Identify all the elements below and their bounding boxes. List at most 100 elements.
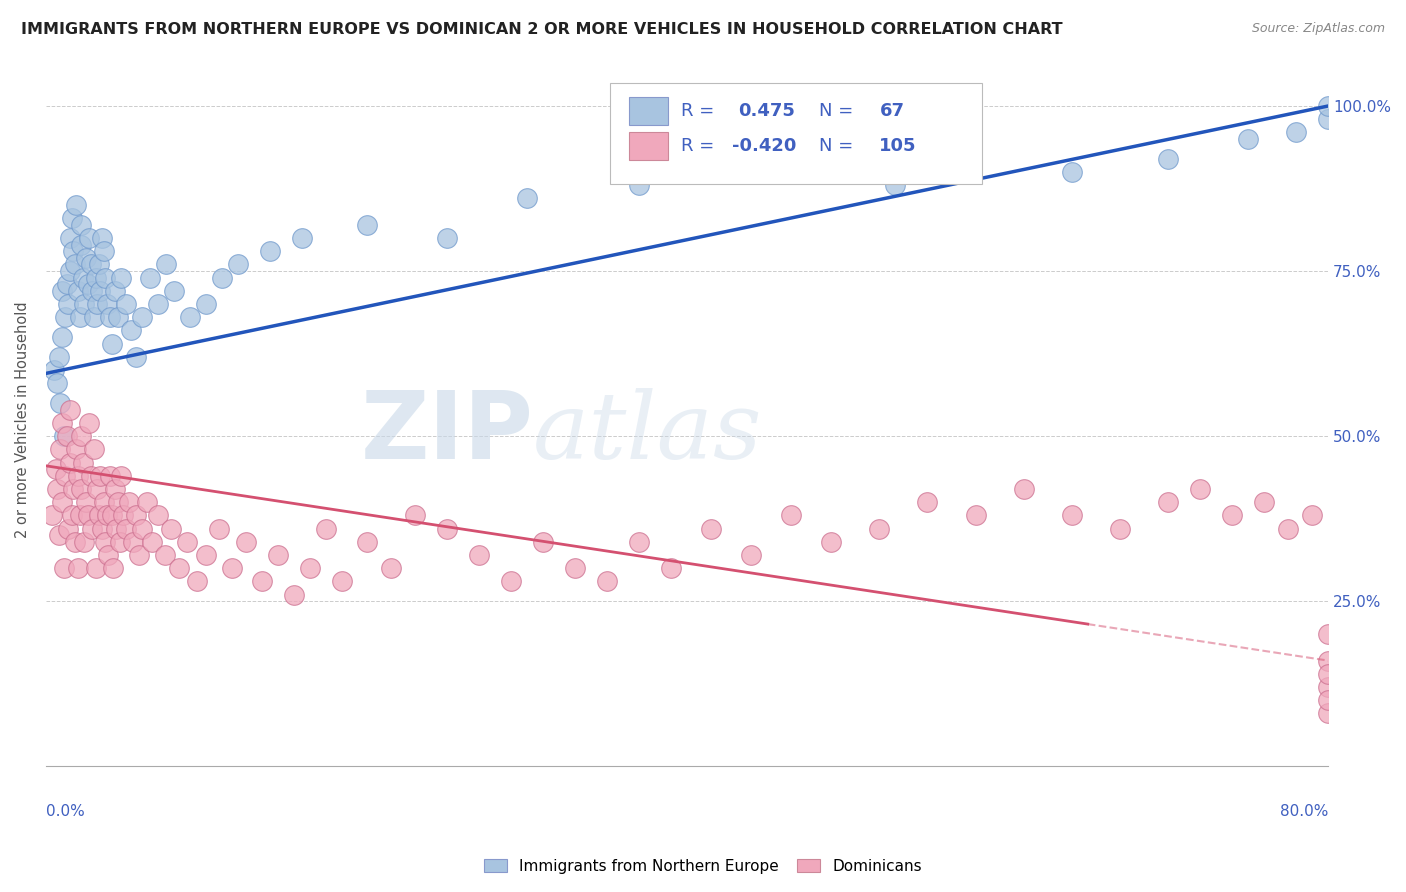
Point <box>56 277 79 292</box>
Point <box>1012 482 1035 496</box>
Point <box>51 330 73 344</box>
Point <box>499 574 522 589</box>
Point <box>146 508 169 523</box>
Point <box>131 522 153 536</box>
Point <box>221 561 243 575</box>
Point <box>63 257 86 271</box>
Text: 0.0%: 0.0% <box>46 805 84 820</box>
Point <box>89 284 111 298</box>
Point <box>155 257 177 271</box>
Point <box>98 468 121 483</box>
Point <box>91 522 114 536</box>
Point <box>83 310 105 325</box>
Point <box>84 561 107 575</box>
Point <box>1317 112 1340 127</box>
Point <box>60 211 83 226</box>
Point <box>52 429 75 443</box>
Point <box>740 165 762 179</box>
Point <box>110 270 132 285</box>
Point <box>160 522 183 536</box>
Point <box>76 508 98 523</box>
Point <box>69 508 91 523</box>
Text: N =: N = <box>820 102 853 120</box>
Point <box>48 528 70 542</box>
Point <box>1317 706 1340 721</box>
Text: IMMIGRANTS FROM NORTHERN EUROPE VS DOMINICAN 2 OR MORE VEHICLES IN HOUSEHOLD COR: IMMIGRANTS FROM NORTHERN EUROPE VS DOMIN… <box>21 22 1063 37</box>
Text: -0.420: -0.420 <box>733 136 796 155</box>
FancyBboxPatch shape <box>610 83 981 184</box>
Point <box>1060 508 1083 523</box>
Point <box>332 574 354 589</box>
Point <box>82 284 104 298</box>
Point <box>299 561 322 575</box>
Point <box>1157 152 1180 166</box>
Point <box>1317 666 1340 681</box>
Point <box>208 522 231 536</box>
Point <box>70 218 93 232</box>
Point <box>59 402 82 417</box>
Point <box>60 508 83 523</box>
Text: 0.475: 0.475 <box>738 102 796 120</box>
Point <box>59 264 82 278</box>
Point <box>48 350 70 364</box>
Point <box>100 508 122 523</box>
Point <box>167 561 190 575</box>
Point <box>107 495 129 509</box>
Text: atlas: atlas <box>533 389 762 478</box>
Point <box>98 310 121 325</box>
Point <box>51 416 73 430</box>
Point <box>1277 522 1299 536</box>
Text: 67: 67 <box>879 102 904 120</box>
Point <box>62 244 84 259</box>
Point <box>53 310 76 325</box>
Point <box>283 588 305 602</box>
Point <box>820 534 842 549</box>
Point <box>87 257 110 271</box>
Point <box>436 231 458 245</box>
Point <box>103 561 125 575</box>
Point <box>259 244 281 259</box>
Point <box>211 270 233 285</box>
Point <box>70 482 93 496</box>
Point <box>96 297 118 311</box>
Point <box>62 482 84 496</box>
Point <box>77 416 100 430</box>
Point <box>659 561 682 575</box>
Point <box>700 522 723 536</box>
Point <box>186 574 208 589</box>
Point <box>89 468 111 483</box>
Point <box>1060 165 1083 179</box>
Point <box>51 284 73 298</box>
Point <box>252 574 274 589</box>
Point <box>73 297 96 311</box>
Point <box>917 495 939 509</box>
Point <box>100 336 122 351</box>
Point <box>46 482 69 496</box>
Point <box>94 270 117 285</box>
Point <box>49 442 72 457</box>
Point <box>63 534 86 549</box>
Text: Source: ZipAtlas.com: Source: ZipAtlas.com <box>1251 22 1385 36</box>
Point <box>315 522 337 536</box>
Point <box>75 495 97 509</box>
Text: R =: R = <box>681 102 714 120</box>
Point <box>1237 132 1260 146</box>
Point <box>66 284 89 298</box>
Point <box>86 297 108 311</box>
Point <box>46 376 69 391</box>
Point <box>56 429 79 443</box>
Point <box>69 310 91 325</box>
Point <box>110 468 132 483</box>
Point <box>73 534 96 549</box>
Point <box>84 270 107 285</box>
Point <box>141 534 163 549</box>
Text: ZIP: ZIP <box>360 387 533 480</box>
Point <box>627 178 650 193</box>
Point <box>72 456 94 470</box>
Point <box>291 231 314 245</box>
Point <box>97 548 120 562</box>
Point <box>146 297 169 311</box>
Point <box>91 231 114 245</box>
Point <box>179 310 201 325</box>
Point <box>65 442 87 457</box>
